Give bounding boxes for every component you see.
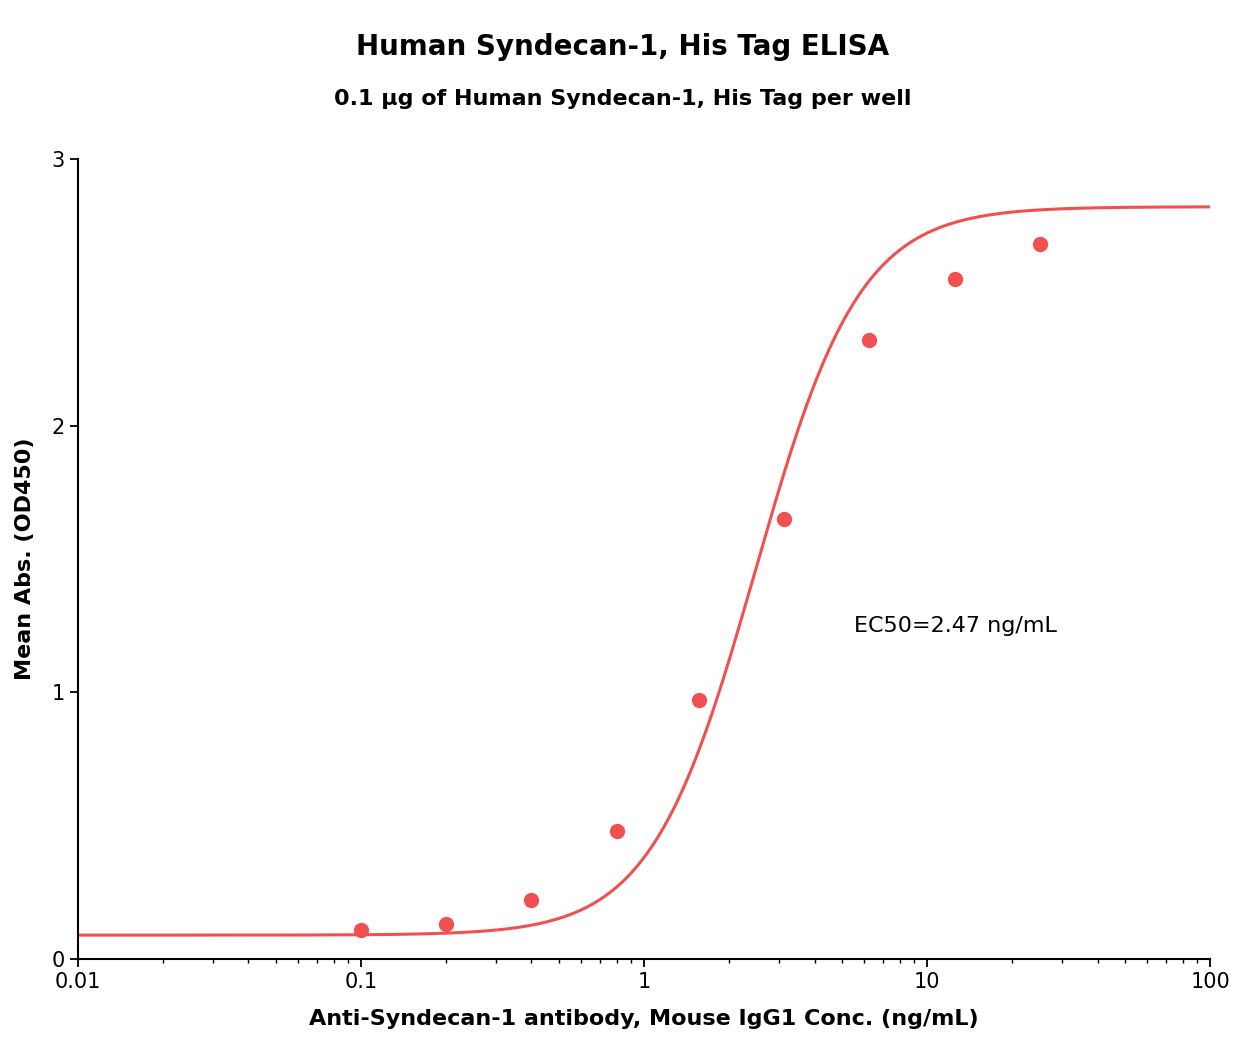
X-axis label: Anti-Syndecan-1 antibody, Mouse IgG1 Conc. (ng/mL): Anti-Syndecan-1 antibody, Mouse IgG1 Con… [309, 1009, 979, 1029]
Y-axis label: Mean Abs. (OD450): Mean Abs. (OD450) [15, 437, 35, 681]
Text: 0.1 μg of Human Syndecan-1, His Tag per well: 0.1 μg of Human Syndecan-1, His Tag per … [334, 89, 911, 110]
Text: EC50=2.47 ng/mL: EC50=2.47 ng/mL [854, 616, 1057, 636]
Text: Human Syndecan-1, His Tag ELISA: Human Syndecan-1, His Tag ELISA [356, 33, 889, 61]
